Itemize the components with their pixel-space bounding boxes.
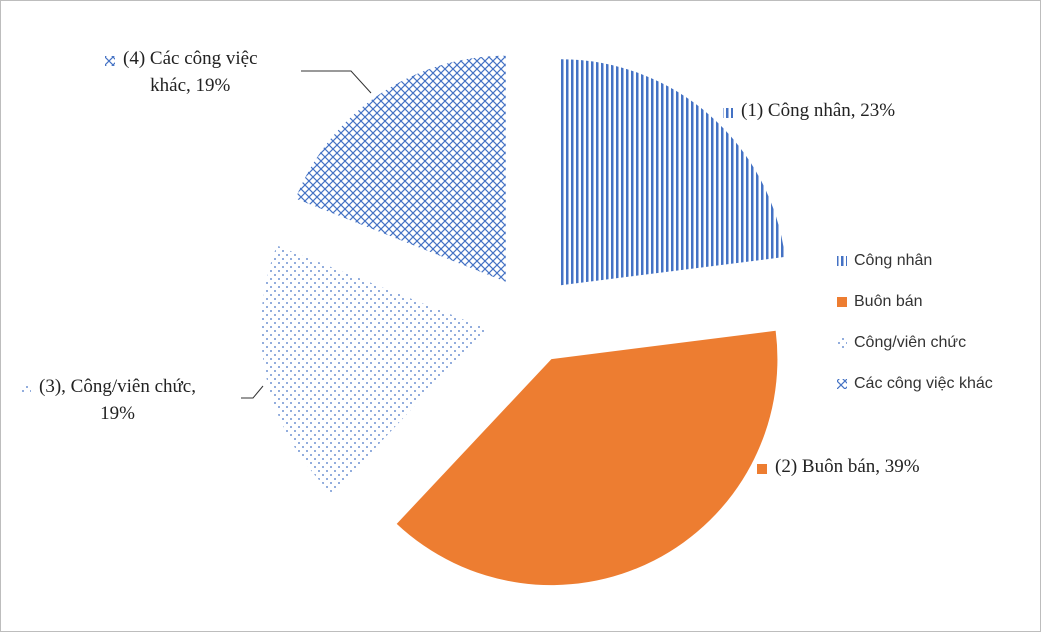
label-swatch: [723, 108, 733, 118]
legend-swatch: [837, 297, 847, 307]
label-swatch: [105, 56, 115, 66]
label-swatch: [757, 464, 767, 474]
label-swatch: [21, 384, 31, 394]
data-label: (3), Công/viên chức, 19%: [39, 376, 196, 424]
legend-label: Buôn bán: [854, 293, 923, 310]
leader-line: [301, 70, 372, 94]
data-label: (4) Các công việc khác, 19%: [123, 48, 258, 96]
leader-line: [241, 385, 264, 399]
pie-slice: [295, 55, 506, 282]
legend-swatch: [837, 338, 847, 348]
data-label: (1) Công nhân, 23%: [741, 100, 896, 121]
pie-slice: [396, 330, 778, 586]
legend-label: Công nhân: [854, 252, 932, 269]
legend-label: Công/viên chức: [854, 334, 966, 351]
pie-slice: [261, 245, 488, 494]
legend-swatch: [837, 379, 847, 389]
pie-slice: [560, 59, 785, 286]
legend-label: Các công việc khác: [854, 375, 993, 392]
legend-swatch: [837, 256, 847, 266]
data-label: (2) Buôn bán, 39%: [775, 456, 920, 477]
